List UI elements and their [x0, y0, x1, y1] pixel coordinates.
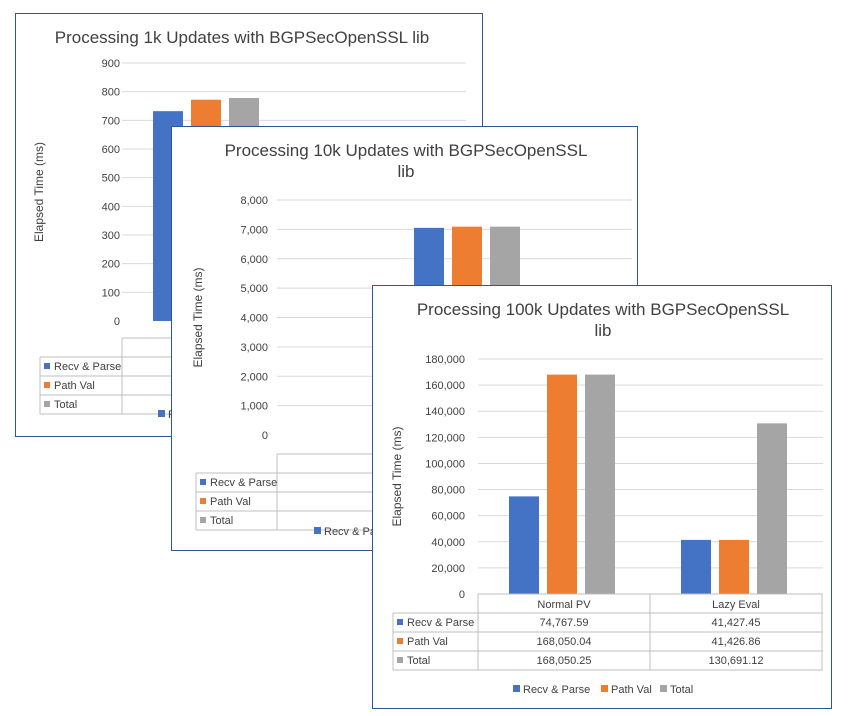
y-tick-label: 8,000 [240, 195, 268, 207]
legend-swatch [601, 685, 608, 692]
y-tick-label: 20,000 [431, 563, 465, 575]
table-value: 168,050.25 [536, 655, 591, 667]
y-axis-label: Elapsed Time (ms) [191, 267, 205, 367]
y-tick-label: 4,000 [240, 313, 268, 325]
bar-total [585, 374, 615, 594]
bar-path-val [547, 374, 577, 594]
legend-key [44, 401, 50, 407]
category-label: Normal PV [537, 599, 591, 611]
table-series-label: Total [407, 655, 430, 667]
table-value: 168,050.04 [536, 636, 591, 648]
y-tick-label: 0 [114, 316, 120, 328]
y-tick-label: 2,000 [240, 371, 268, 383]
bar-recv-parse [681, 539, 711, 594]
chart-title: Processing 1k Updates with BGPSecOpenSSL… [55, 28, 430, 47]
legend-label: Recv & Pars [324, 526, 386, 538]
y-tick-label: 200 [102, 259, 120, 271]
table-series-label: Total [54, 399, 77, 411]
legend-label: Path Val [611, 684, 652, 696]
bar-total [757, 423, 787, 594]
y-tick-label: 400 [102, 201, 120, 213]
legend-key [200, 498, 206, 504]
y-tick-label: 1,000 [240, 401, 268, 413]
y-tick-label: 80,000 [431, 485, 465, 497]
legend-key [200, 517, 206, 523]
chart-title-line2: lib [594, 321, 611, 340]
table-series-label: Path Val [210, 496, 251, 508]
legend-key [397, 657, 403, 663]
y-tick-label: 3,000 [240, 342, 268, 354]
table-value: 41,427.45 [712, 617, 761, 629]
y-tick-label: 140,000 [425, 406, 465, 418]
table-series-label: Recv & Parse [54, 361, 121, 373]
legend-swatch [158, 410, 165, 417]
y-tick-label: 700 [102, 115, 120, 127]
legend-swatch [314, 527, 321, 534]
legend-swatch [660, 685, 667, 692]
y-tick-label: 900 [102, 58, 120, 70]
legend-key [397, 619, 403, 625]
y-tick-label: 600 [102, 144, 120, 156]
table-series-label: Total [210, 515, 233, 527]
legend-key [44, 382, 50, 388]
y-axis-label: Elapsed Time (ms) [390, 426, 404, 526]
y-tick-label: 120,000 [425, 432, 465, 444]
legend-swatch [513, 685, 520, 692]
table-value: 74,767.59 [540, 617, 589, 629]
y-tick-label: 0 [262, 430, 268, 442]
y-tick-label: 0 [459, 589, 465, 601]
y-tick-label: 800 [102, 87, 120, 99]
table-value: 130,691.12 [708, 655, 763, 667]
chart-100k: Processing 100k Updates with BGPSecOpenS… [390, 300, 823, 696]
y-tick-label: 40,000 [431, 537, 465, 549]
y-tick-label: 100,000 [425, 458, 465, 470]
bar-path-val [719, 539, 749, 594]
chart-title: Processing 10k Updates with BGPSecOpenSS… [225, 141, 588, 160]
chart-title-line2: lib [397, 162, 414, 181]
table-series-label: Path Val [54, 380, 95, 392]
y-tick-label: 160,000 [425, 380, 465, 392]
legend-label: Total [670, 684, 693, 696]
legend-key [200, 479, 206, 485]
table-value: 41,426.86 [712, 636, 761, 648]
y-tick-label: 5,000 [240, 283, 268, 295]
legend-key [44, 363, 50, 369]
legend-label: Recv & Parse [523, 684, 590, 696]
table-series-label: Recv & Parse [210, 477, 277, 489]
y-tick-label: 100 [102, 287, 120, 299]
category-label: Lazy Eval [712, 599, 760, 611]
table-series-label: Recv & Parse [407, 617, 474, 629]
bar-recv-parse [509, 496, 539, 594]
y-tick-label: 6,000 [240, 254, 268, 266]
y-tick-label: 180,000 [425, 354, 465, 366]
y-tick-label: 300 [102, 230, 120, 242]
y-tick-label: 60,000 [431, 511, 465, 523]
table-series-label: Path Val [407, 636, 448, 648]
chart-title: Processing 100k Updates with BGPSecOpenS… [417, 300, 789, 319]
y-tick-label: 7,000 [240, 224, 268, 236]
chart-panel-100k: Processing 100k Updates with BGPSecOpenS… [372, 285, 832, 709]
legend-key [397, 638, 403, 644]
y-tick-label: 500 [102, 173, 120, 185]
y-axis-label: Elapsed Time (ms) [32, 142, 46, 242]
